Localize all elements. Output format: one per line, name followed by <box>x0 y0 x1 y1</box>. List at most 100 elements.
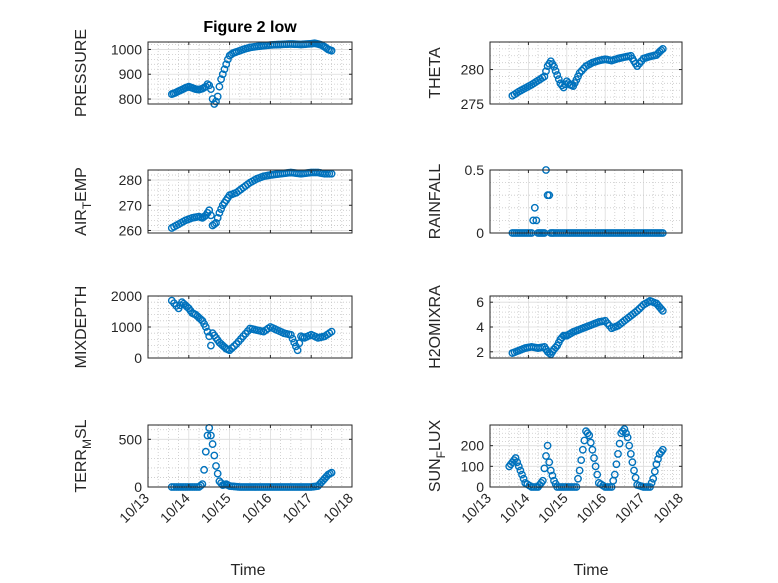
data-point <box>537 478 546 487</box>
y-tick-label: 200 <box>461 438 485 454</box>
data-point <box>545 458 554 467</box>
data-point <box>205 81 214 90</box>
x-tick-label: 10/18 <box>650 490 686 526</box>
y-axis-label: TERRMSL <box>73 419 94 492</box>
data-point <box>654 455 662 463</box>
y-tick-label: 275 <box>461 96 485 112</box>
data-point <box>206 341 215 350</box>
data-point <box>212 219 220 227</box>
data-point <box>327 169 336 178</box>
chart-title: Figure 2 low <box>203 19 297 36</box>
axes-box <box>147 424 353 488</box>
data-point <box>612 460 621 469</box>
data-point <box>215 82 224 91</box>
data-point <box>200 465 209 474</box>
data-point <box>622 429 630 438</box>
data-point <box>208 440 217 448</box>
y-tick-label: 0 <box>134 479 142 495</box>
data-point <box>550 62 558 71</box>
y-tick-label: 260 <box>119 222 143 238</box>
data-point <box>577 66 586 75</box>
data-point <box>542 67 550 76</box>
x-tick-label: 10/14 <box>496 490 532 526</box>
data-point <box>327 46 336 55</box>
x-tick-label: 10/17 <box>612 490 648 526</box>
x-tick-label: 10/13 <box>458 490 494 526</box>
panel-air-temp: 260 270 280 AIRTEMP <box>73 167 353 238</box>
y-tick-label: 6 <box>476 294 484 310</box>
data-point <box>586 438 595 447</box>
y-tick-label: 4 <box>476 319 484 335</box>
panel-h2omixra: 2 4 6 H2OMIXRA <box>427 285 683 369</box>
x-axis-label: Time <box>231 562 266 579</box>
data-point <box>518 470 526 479</box>
y-axis-label: RAINFALL <box>427 164 444 240</box>
data-point <box>583 429 592 438</box>
data-point <box>543 441 552 450</box>
data-point <box>575 69 584 77</box>
data-point <box>649 474 658 483</box>
data-point <box>323 169 331 178</box>
data-point <box>530 203 539 212</box>
panel-terr-msl: 10/13 10/14 10/15 10/16 10/17 10/18 Time 0 500 TE… <box>73 419 356 579</box>
x-tick-label: 10/13 <box>116 490 152 526</box>
y-tick-label: 2000 <box>111 288 142 304</box>
data-point <box>540 72 549 81</box>
x-axis-label: Time <box>574 562 609 579</box>
data-point <box>620 425 629 434</box>
y-axis-label: THETA <box>427 47 444 99</box>
data-point <box>230 342 239 351</box>
data-point <box>286 330 295 339</box>
data-point <box>213 469 222 478</box>
data-point <box>288 334 297 343</box>
data-point <box>610 470 619 479</box>
data-point <box>545 191 554 200</box>
data-point <box>647 478 656 487</box>
axes-box <box>489 41 683 105</box>
y-tick-label: 500 <box>119 431 143 447</box>
data-point <box>588 445 597 454</box>
data-point <box>626 450 635 458</box>
data-point <box>548 471 557 480</box>
data-point <box>293 346 302 355</box>
data-point <box>585 431 594 440</box>
data-point <box>575 466 584 475</box>
data-point <box>631 473 640 482</box>
data-point <box>516 466 525 475</box>
y-tick-label: 2 <box>476 344 484 360</box>
y-axis-label: H2OMIXRA <box>427 285 444 369</box>
data-point <box>327 468 336 477</box>
data-point <box>623 433 632 442</box>
y-tick-label: 270 <box>119 197 143 213</box>
data-point <box>225 346 234 355</box>
data-point <box>628 458 637 467</box>
grid <box>489 296 683 358</box>
data-point <box>574 474 582 483</box>
panel-theta: 275 280 THETA <box>427 41 683 112</box>
data-point <box>542 452 550 460</box>
data-point <box>529 216 538 225</box>
data-point <box>210 220 219 229</box>
data-point <box>577 456 586 465</box>
data-point <box>206 211 215 220</box>
data-point <box>325 169 334 178</box>
panel-mixdepth: 0 1000 2000 MIXDEPTH <box>73 286 353 368</box>
y-axis-label: PRESSURE <box>73 29 90 117</box>
data-point <box>213 213 222 222</box>
axes-box <box>489 169 683 234</box>
data-point <box>218 70 227 79</box>
y-axis-label: SUNFLUX <box>427 420 448 493</box>
data-point <box>327 327 336 336</box>
y-tick-label: 0.5 <box>465 162 485 178</box>
data-point <box>210 451 219 460</box>
data-point <box>519 474 528 483</box>
data-point <box>196 481 205 490</box>
data-point <box>201 323 210 331</box>
data-point <box>538 476 547 485</box>
data-point <box>201 447 210 456</box>
data-point <box>625 441 634 450</box>
series-markers <box>167 39 336 108</box>
y-tick-label: 0 <box>476 225 484 241</box>
data-point <box>217 205 226 213</box>
y-tick-label: 280 <box>119 172 143 188</box>
